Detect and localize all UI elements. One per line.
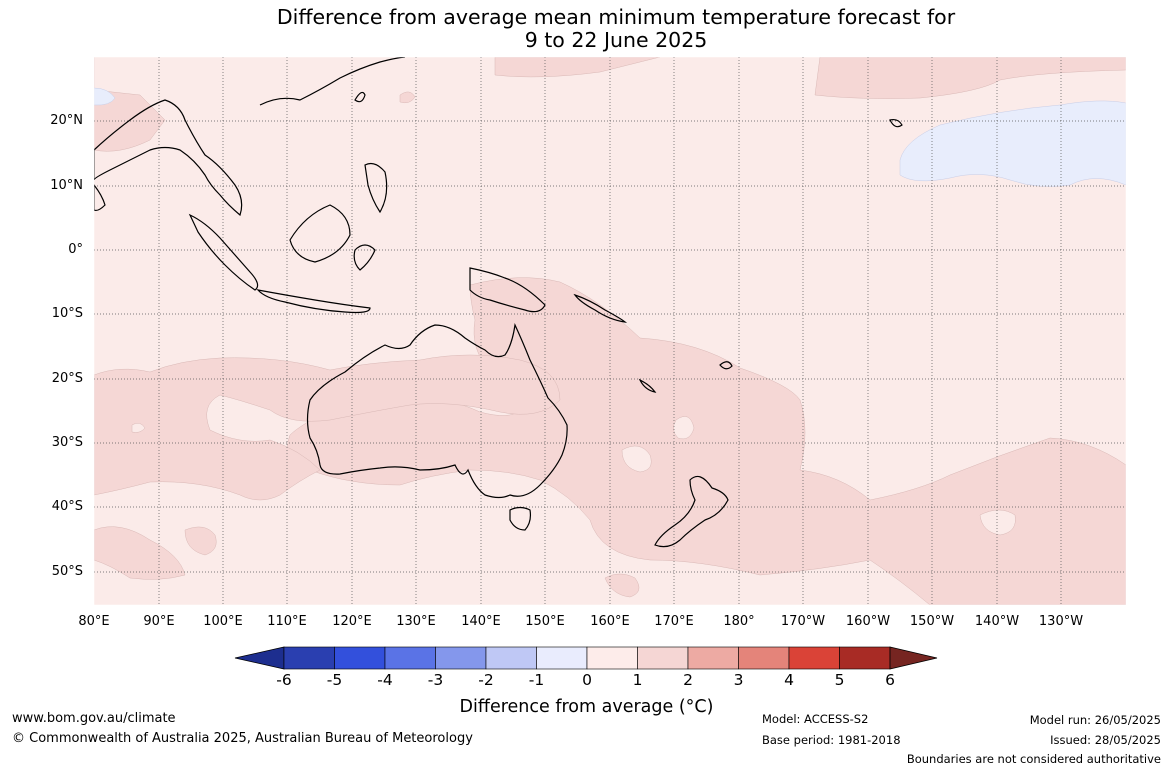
colorbar-bin [637, 646, 689, 670]
longitude-label: 180° [723, 614, 755, 629]
colorbar-tick: -3 [427, 671, 444, 689]
warm-region-islet [399, 91, 416, 104]
colorbar-tick: 2 [683, 671, 693, 689]
longitude-label: 110°E [267, 614, 307, 629]
indochina-coastline [94, 99, 243, 217]
colorbar-tick: 3 [733, 671, 744, 689]
colorbar-bin [334, 646, 386, 670]
longitude-label: 130°W [1038, 614, 1084, 629]
colorbar-extend-low [234, 646, 285, 670]
borneo-coastline [289, 204, 351, 263]
fiji-coastline [719, 361, 733, 370]
issued-date: Issued: 28/05/2025 [1050, 733, 1161, 747]
longitude-label: 120°E [332, 614, 372, 629]
sumatra-coastline [188, 213, 259, 291]
pocket-tasman [621, 445, 652, 473]
colorbar-bin [283, 646, 335, 670]
new-guinea-coastline [469, 267, 546, 313]
latitude-label: 0° [68, 242, 83, 257]
coastlines [94, 57, 903, 548]
colorbar-tick: 1 [632, 671, 643, 689]
longitude-label: 170°E [654, 614, 694, 629]
new-zealand-coastline [654, 475, 729, 548]
colorbar-bin [435, 646, 487, 670]
india-coastline [94, 184, 106, 212]
longitude-label: 140°E [461, 614, 501, 629]
colorbar-bin [687, 646, 739, 670]
longitude-label: 80°E [78, 614, 110, 629]
colorbar-label: Difference from average (°C) [459, 697, 714, 717]
map-title-line-1: Difference from average mean minimum tem… [276, 5, 956, 29]
longitude-label: 160°E [590, 614, 630, 629]
cool-anomaly-regions [94, 87, 1126, 187]
colorbar-tick: 6 [885, 671, 895, 689]
philippines-coastline [364, 162, 388, 214]
latitude-label: 40°S [51, 499, 83, 514]
copyright-notice: © Commonwealth of Australia 2025, Austra… [12, 731, 473, 746]
colorbar-tick: -1 [528, 671, 545, 689]
longitude-label: 150°E [525, 614, 565, 629]
warm-anomaly-regions [94, 57, 1126, 605]
colorbar-bin [586, 646, 638, 670]
graticule [94, 57, 1126, 605]
colorbar-tick: -6 [276, 671, 292, 689]
sulawesi-coastline [353, 244, 376, 271]
longitude-label: 130°E [396, 614, 436, 629]
colorbar-bin [485, 646, 537, 670]
warm-region-southern-ocean-islet [184, 526, 217, 556]
warm-region-north-pacific-east [814, 57, 1126, 99]
warm-region-tasman-islet [604, 573, 640, 598]
solomon-islands-coastline [573, 293, 628, 323]
colorbar-tick: -4 [377, 671, 393, 689]
colorbar-bin [788, 646, 840, 670]
latitude-label: 20°S [51, 371, 83, 386]
java-coastline [256, 289, 371, 314]
map-title-line-2: 9 to 22 June 2025 [524, 28, 708, 52]
colorbar-tick: 4 [784, 671, 794, 689]
pocket-indian-ocean [131, 422, 146, 433]
colorbar [234, 646, 938, 670]
longitude-label: 150°W [909, 614, 955, 629]
near-average-pockets [131, 416, 1016, 536]
latitude-label: 30°S [51, 435, 83, 450]
pocket-new-caledonia [673, 416, 695, 440]
colorbar-bin [384, 646, 436, 670]
taiwan-coastline [354, 91, 366, 103]
hawaii-coastline [889, 118, 903, 128]
colorbar-tick: 5 [834, 671, 845, 689]
forecast-map [94, 57, 1126, 670]
longitude-label: 160°W [845, 614, 891, 629]
latitude-label: 20°N [50, 113, 83, 128]
pocket-south-pacific [979, 509, 1016, 536]
model-run-date: Model run: 26/05/2025 [1029, 713, 1161, 727]
map-panel [94, 57, 1126, 605]
cool-region-west-edge [94, 87, 116, 106]
tasmania-coastline [509, 506, 532, 531]
colorbar-tick: -2 [478, 671, 494, 689]
model-name: Model: ACCESS-S2 [762, 712, 869, 726]
colorbar-bin [839, 646, 891, 670]
colorbar-tick: -5 [326, 671, 343, 689]
warm-region-north-pacific-west [494, 57, 661, 78]
latitude-label: 10°S [51, 306, 83, 321]
colorbar-bin [738, 646, 790, 670]
colorbar-bin [536, 646, 588, 670]
colorbar-extend-high [889, 646, 938, 670]
australia-coastline [306, 322, 568, 499]
warm-region-indian-ocean [94, 354, 561, 501]
base-period: Base period: 1981-2018 [762, 733, 901, 747]
longitude-label: 100°E [203, 614, 243, 629]
china-coastline [259, 57, 406, 106]
longitude-label: 90°E [143, 614, 175, 629]
colorbar-tick: 0 [582, 671, 592, 689]
boundary-disclaimer: Boundaries are not considered authoritat… [906, 752, 1161, 766]
longitude-label: 170°W [780, 614, 826, 629]
website-link[interactable]: www.bom.gov.au/climate [12, 711, 176, 726]
latitude-label: 50°S [51, 564, 83, 579]
latitude-label: 10°N [50, 178, 83, 193]
longitude-label: 140°W [974, 614, 1020, 629]
warm-region-indochina [94, 57, 166, 152]
new-caledonia-coastline [638, 378, 657, 393]
warm-region-southern-ocean-west [94, 526, 186, 580]
